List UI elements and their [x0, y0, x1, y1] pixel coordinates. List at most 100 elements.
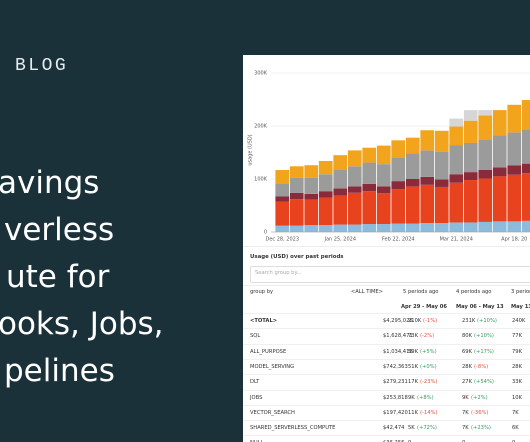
search-box[interactable] — [250, 266, 530, 283]
bar-segment — [521, 173, 530, 221]
period-usage: 7K — [462, 409, 469, 416]
bar-segment — [333, 195, 348, 225]
bar-segment — [449, 118, 464, 127]
period-change: (-14%) — [420, 409, 438, 416]
x-tick-label: Jan 25, 2024 — [323, 237, 356, 243]
period-usage: 69K — [462, 348, 473, 355]
bar-segment — [405, 186, 420, 224]
bar-segment — [289, 225, 304, 232]
bar-segment — [478, 221, 493, 232]
bar-segment — [478, 169, 493, 179]
period-range: May 06 - May 13 — [456, 304, 504, 310]
period-usage: 210K — [408, 318, 422, 324]
all-time-usage: $42,474 — [383, 425, 405, 432]
bar-segment — [420, 150, 435, 177]
bar-segment — [333, 155, 348, 170]
bar-segment — [478, 115, 493, 140]
period-usage: 0 — [462, 441, 465, 442]
column-header[interactable]: 3 period — [511, 289, 530, 295]
bar-segment — [434, 179, 449, 187]
bar-segment — [391, 157, 406, 182]
bar-segment — [478, 178, 493, 222]
bar-segment — [376, 186, 391, 194]
period-usage: 33K — [512, 379, 523, 386]
bar-segment — [318, 174, 333, 192]
group-name: SQL — [250, 333, 261, 340]
bar-segment — [449, 126, 464, 146]
bar-segment — [391, 189, 406, 224]
bar-segment — [304, 165, 319, 178]
column-header[interactable]: 5 periods ago — [403, 289, 439, 295]
period-change: (-36%) — [471, 409, 489, 416]
bar-segment — [492, 135, 507, 168]
bar-segment — [449, 182, 464, 223]
bar-segment — [376, 193, 391, 225]
group-name: NULL — [250, 441, 263, 442]
bar-segment — [434, 130, 449, 152]
bar-segment — [521, 100, 530, 130]
period-usage: 80K — [462, 333, 473, 340]
bar-segment — [318, 191, 333, 198]
header-divider — [243, 285, 530, 286]
row-divider — [243, 389, 530, 391]
group-name: VECTOR_SEARCH — [250, 409, 295, 416]
bar-segment — [449, 145, 464, 175]
bar-segment — [362, 191, 377, 225]
period-change: (+23%) — [471, 425, 491, 432]
all-time-usage: $253,818 — [383, 394, 408, 401]
period-usage: 7K — [462, 425, 469, 432]
x-tick-label: Feb 22, 2024 — [382, 237, 415, 243]
bar-segment — [333, 224, 348, 232]
usage-chart: usage (USD) 0 100K 200K 300K Dec 28, 2023 Jan… — [243, 71, 530, 247]
group-name: JOBS — [250, 394, 263, 401]
bar-segment — [463, 180, 478, 223]
period-usage: 73K — [408, 333, 419, 340]
period-change: (+10%) — [477, 318, 497, 324]
bar-segment — [420, 130, 435, 151]
period-usage: 9K — [408, 394, 415, 401]
table-title: Usage (USD) over past periods — [250, 254, 344, 260]
bar-segment — [420, 222, 435, 232]
period-usage: 5K — [408, 425, 415, 432]
bar-segment — [492, 176, 507, 222]
y-axis-title: usage (USD) — [248, 134, 254, 165]
period-change: (+72%) — [417, 425, 437, 432]
period-change: (+54%) — [474, 379, 494, 386]
bar-segment — [434, 222, 449, 232]
bar-segment — [507, 104, 522, 133]
period-change: (-2%) — [420, 333, 435, 340]
headline-line: ute for — [6, 259, 110, 295]
row-divider — [243, 358, 530, 360]
period-usage: 28K — [462, 363, 473, 370]
column-header[interactable]: 4 periods ago — [456, 289, 492, 295]
group-name: MODEL_SERVING — [250, 363, 295, 370]
row-divider — [243, 404, 530, 406]
period-change: (+5%) — [420, 348, 437, 355]
bar-segment — [507, 174, 522, 222]
bar-segment — [434, 151, 449, 180]
bar-segment — [521, 220, 530, 232]
bar-segment — [405, 223, 420, 232]
all-time-usage: $4,295,026 — [383, 318, 413, 324]
period-change: (-1%) — [423, 318, 438, 324]
y-tick-label: 300K — [254, 71, 268, 77]
column-header[interactable]: group by — [250, 289, 274, 295]
period-usage: 17K — [408, 379, 419, 386]
bar-segment — [449, 222, 464, 232]
all-time-usage: $1,034,418 — [383, 348, 413, 355]
bar-segment — [333, 169, 348, 189]
period-usage: 27K — [462, 379, 473, 386]
column-header[interactable]: <ALL TIME> — [350, 289, 383, 295]
bar-segment — [507, 132, 522, 166]
dashboard-panel: usage (USD) 0 100K 200K 300K Dec 28, 2023 Jan… — [243, 55, 530, 442]
x-tick-label: Dec 28, 2023 — [265, 237, 299, 243]
bar-segment — [376, 224, 391, 232]
period-usage: 79K — [512, 348, 523, 355]
bar-segment — [405, 137, 420, 154]
all-time-usage: $197,420 — [383, 409, 408, 416]
bar-segment — [507, 221, 522, 232]
period-change: (+10%) — [474, 333, 494, 340]
all-time-usage: $279,231 — [383, 379, 408, 386]
period-usage: 0 — [512, 441, 515, 442]
bar-segment — [478, 139, 493, 170]
